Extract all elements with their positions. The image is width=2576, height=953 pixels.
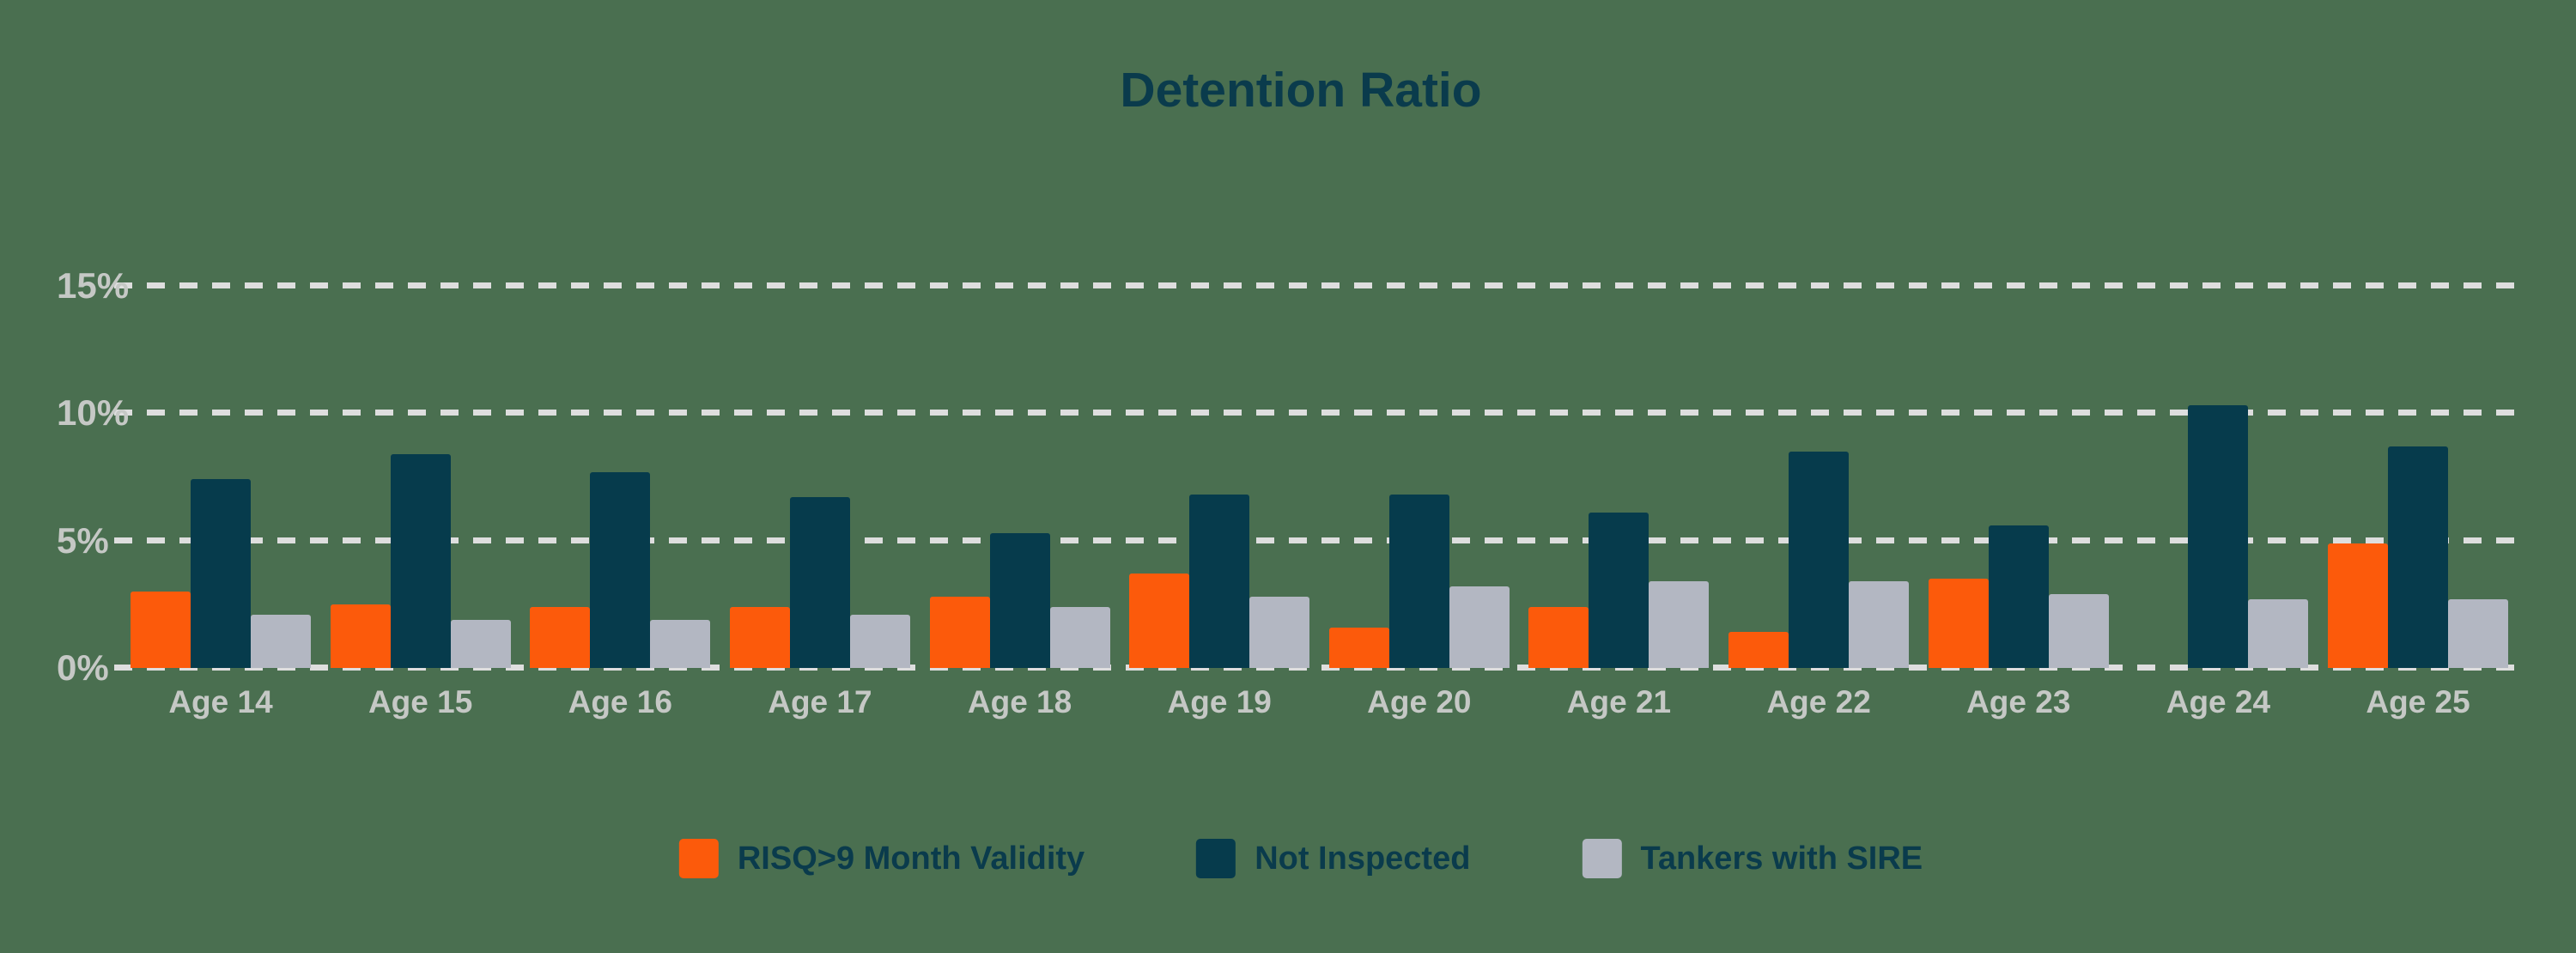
x-axis-category-label: Age 25: [2366, 684, 2470, 719]
x-axis-category-label: Age 18: [967, 684, 1072, 719]
bar-not-inspected: [1589, 513, 1649, 668]
chart-title: Detention Ratio: [1120, 63, 1482, 118]
bar-tankers-with-sire: [450, 619, 511, 668]
bar-not-inspected: [1388, 495, 1449, 668]
bar-not-inspected: [1189, 495, 1250, 668]
x-axis-category-label: Age 21: [1566, 684, 1672, 719]
gridline: [114, 665, 2524, 671]
legend-label-not-inspected: Not Inspected: [1255, 841, 1471, 877]
bar-tankers-with-sire: [1249, 596, 1310, 668]
bar-not-inspected: [390, 453, 451, 668]
bar-risq-9-month-validity: [530, 606, 591, 668]
bar-risq-9-month-validity: [929, 596, 990, 668]
legend-item-tankers-sire: Tankers with SIRE: [1582, 838, 1923, 879]
bar-not-inspected: [2388, 446, 2449, 668]
x-axis-category-label: Age 17: [768, 684, 872, 719]
bar-risq-9-month-validity: [1129, 574, 1190, 668]
y-axis-tick-label: 0%: [57, 647, 109, 688]
bar-risq-9-month-validity: [2328, 543, 2389, 668]
bar-tankers-with-sire: [2048, 593, 2109, 668]
legend-item-risq: RISQ>9 Month Validity: [678, 838, 1085, 879]
legend-item-not-inspected: Not Inspected: [1196, 838, 1470, 879]
y-axis-tick-label: 10%: [57, 392, 130, 434]
legend-label-risq: RISQ>9 Month Validity: [737, 841, 1085, 877]
legend-swatch-risq: [678, 839, 719, 878]
x-axis-category-label: Age 20: [1367, 684, 1472, 719]
bar-tankers-with-sire: [1849, 581, 1910, 668]
bar-risq-9-month-validity: [131, 592, 191, 668]
legend: RISQ>9 Month Validity Not Inspected Tank…: [678, 838, 1923, 879]
bar-not-inspected: [989, 532, 1050, 668]
gridline: [114, 282, 2524, 288]
bar-risq-9-month-validity: [1728, 632, 1789, 668]
bar-not-inspected: [1988, 525, 2049, 668]
x-axis-category-label: Age 23: [1966, 684, 2071, 719]
gridline: [114, 410, 2524, 416]
bar-tankers-with-sire: [650, 619, 711, 668]
bar-tankers-with-sire: [1649, 581, 1710, 668]
bar-tankers-with-sire: [849, 614, 910, 668]
legend-swatch-tankers-sire: [1582, 839, 1622, 878]
bar-risq-9-month-validity: [330, 604, 391, 668]
y-axis-tick-label: 15%: [57, 264, 130, 306]
gridline: [114, 537, 2524, 543]
bar-tankers-with-sire: [2248, 598, 2309, 668]
bar-not-inspected: [1789, 451, 1850, 668]
bar-not-inspected: [2188, 405, 2249, 668]
x-axis-category-label: Age 24: [2166, 684, 2271, 719]
y-axis-tick-label: 5%: [57, 519, 109, 561]
x-axis-category-label: Age 22: [1766, 684, 1871, 719]
x-axis-category-label: Age 19: [1167, 684, 1272, 719]
bar-risq-9-month-validity: [729, 606, 790, 668]
x-axis-category-label: Age 14: [168, 684, 273, 719]
bar-not-inspected: [789, 497, 850, 668]
bar-tankers-with-sire: [251, 614, 311, 668]
legend-swatch-not-inspected: [1196, 839, 1236, 878]
x-axis-category-label: Age 15: [368, 684, 473, 719]
bar-not-inspected: [590, 471, 651, 668]
bar-tankers-with-sire: [2448, 598, 2509, 668]
bar-not-inspected: [191, 479, 251, 668]
bar-risq-9-month-validity: [1328, 627, 1389, 668]
bar-risq-9-month-validity: [1928, 579, 1989, 668]
legend-label-tankers-sire: Tankers with SIRE: [1640, 841, 1923, 877]
bar-tankers-with-sire: [1449, 586, 1510, 668]
bar-risq-9-month-validity: [1528, 606, 1589, 668]
bar-tankers-with-sire: [1049, 606, 1110, 668]
x-axis-category-label: Age 16: [568, 684, 672, 719]
